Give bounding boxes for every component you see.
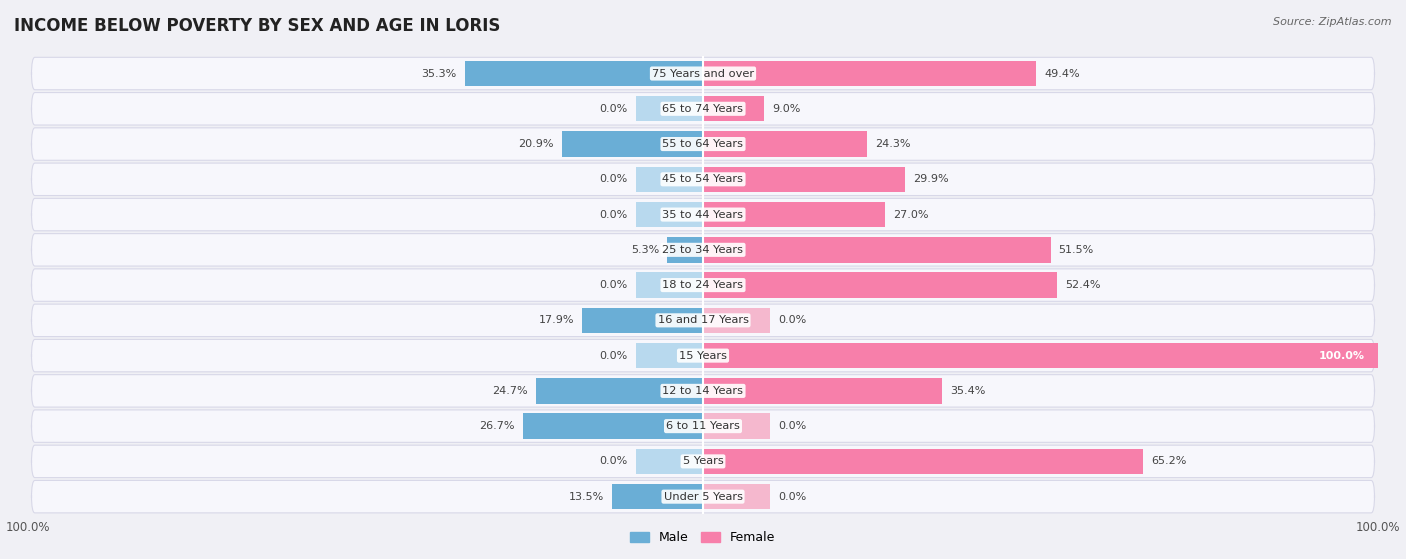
- Bar: [636, 449, 703, 474]
- Bar: [523, 414, 703, 439]
- Text: 49.4%: 49.4%: [1045, 69, 1080, 78]
- FancyBboxPatch shape: [31, 93, 1375, 125]
- Bar: [636, 96, 703, 121]
- Text: 13.5%: 13.5%: [568, 492, 603, 501]
- Text: 16 and 17 Years: 16 and 17 Years: [658, 315, 748, 325]
- FancyBboxPatch shape: [31, 58, 1375, 90]
- Text: 6 to 11 Years: 6 to 11 Years: [666, 421, 740, 431]
- Text: 0.0%: 0.0%: [599, 350, 627, 361]
- Bar: [612, 484, 703, 509]
- FancyBboxPatch shape: [31, 445, 1375, 477]
- Text: 26.7%: 26.7%: [479, 421, 515, 431]
- Bar: [636, 202, 703, 228]
- Bar: [703, 61, 1036, 86]
- FancyBboxPatch shape: [31, 375, 1375, 407]
- Text: 0.0%: 0.0%: [779, 315, 807, 325]
- Text: 29.9%: 29.9%: [912, 174, 949, 184]
- Bar: [536, 378, 703, 404]
- Text: 0.0%: 0.0%: [599, 210, 627, 220]
- Bar: [562, 131, 703, 157]
- Text: 65.2%: 65.2%: [1152, 456, 1187, 466]
- Bar: [703, 167, 905, 192]
- Bar: [703, 307, 770, 333]
- Legend: Male, Female: Male, Female: [626, 526, 780, 549]
- Text: Source: ZipAtlas.com: Source: ZipAtlas.com: [1274, 17, 1392, 27]
- Text: 0.0%: 0.0%: [599, 280, 627, 290]
- FancyBboxPatch shape: [31, 198, 1375, 231]
- Text: 0.0%: 0.0%: [779, 421, 807, 431]
- Bar: [703, 378, 942, 404]
- Text: 0.0%: 0.0%: [599, 456, 627, 466]
- Text: Under 5 Years: Under 5 Years: [664, 492, 742, 501]
- Text: 0.0%: 0.0%: [779, 492, 807, 501]
- Text: 17.9%: 17.9%: [538, 315, 574, 325]
- Text: INCOME BELOW POVERTY BY SEX AND AGE IN LORIS: INCOME BELOW POVERTY BY SEX AND AGE IN L…: [14, 17, 501, 35]
- Text: 5 Years: 5 Years: [683, 456, 723, 466]
- Bar: [703, 237, 1050, 263]
- Text: 24.3%: 24.3%: [875, 139, 911, 149]
- Text: 65 to 74 Years: 65 to 74 Years: [662, 104, 744, 114]
- Bar: [636, 167, 703, 192]
- FancyBboxPatch shape: [31, 163, 1375, 196]
- Bar: [703, 272, 1057, 298]
- Bar: [703, 96, 763, 121]
- Text: 52.4%: 52.4%: [1064, 280, 1101, 290]
- Bar: [703, 202, 886, 228]
- Bar: [703, 131, 868, 157]
- Bar: [703, 449, 1143, 474]
- Text: 51.5%: 51.5%: [1059, 245, 1094, 255]
- Bar: [668, 237, 703, 263]
- Text: 5.3%: 5.3%: [631, 245, 659, 255]
- Text: 35 to 44 Years: 35 to 44 Years: [662, 210, 744, 220]
- FancyBboxPatch shape: [31, 410, 1375, 442]
- Text: 75 Years and over: 75 Years and over: [652, 69, 754, 78]
- FancyBboxPatch shape: [31, 339, 1375, 372]
- Text: 35.4%: 35.4%: [950, 386, 986, 396]
- Bar: [636, 343, 703, 368]
- FancyBboxPatch shape: [31, 128, 1375, 160]
- Text: 0.0%: 0.0%: [599, 104, 627, 114]
- Text: 27.0%: 27.0%: [893, 210, 929, 220]
- Text: 55 to 64 Years: 55 to 64 Years: [662, 139, 744, 149]
- Bar: [703, 414, 770, 439]
- Text: 20.9%: 20.9%: [519, 139, 554, 149]
- FancyBboxPatch shape: [31, 234, 1375, 266]
- Bar: [703, 343, 1378, 368]
- Text: 100.0%: 100.0%: [1319, 350, 1364, 361]
- Bar: [582, 307, 703, 333]
- FancyBboxPatch shape: [31, 304, 1375, 337]
- Bar: [465, 61, 703, 86]
- Text: 35.3%: 35.3%: [422, 69, 457, 78]
- Text: 15 Years: 15 Years: [679, 350, 727, 361]
- Text: 12 to 14 Years: 12 to 14 Years: [662, 386, 744, 396]
- Text: 9.0%: 9.0%: [772, 104, 800, 114]
- Text: 24.7%: 24.7%: [492, 386, 529, 396]
- Bar: [703, 484, 770, 509]
- FancyBboxPatch shape: [31, 480, 1375, 513]
- Text: 25 to 34 Years: 25 to 34 Years: [662, 245, 744, 255]
- Text: 45 to 54 Years: 45 to 54 Years: [662, 174, 744, 184]
- Bar: [636, 272, 703, 298]
- FancyBboxPatch shape: [31, 269, 1375, 301]
- Text: 0.0%: 0.0%: [599, 174, 627, 184]
- Text: 18 to 24 Years: 18 to 24 Years: [662, 280, 744, 290]
